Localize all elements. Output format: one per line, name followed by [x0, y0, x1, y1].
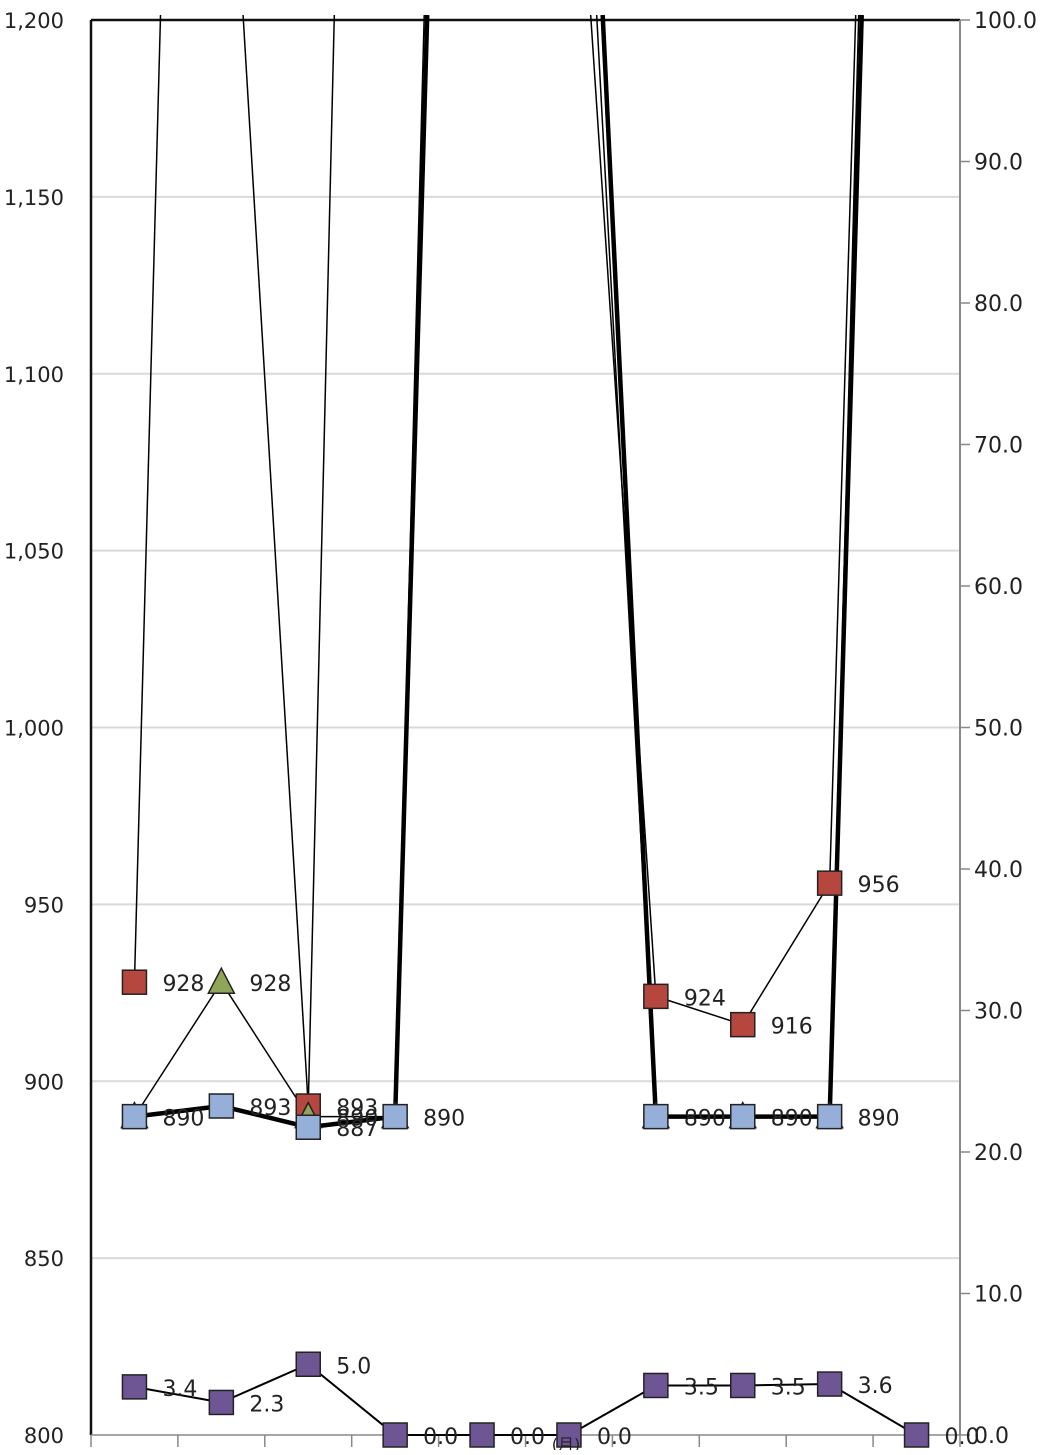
series-line-segment	[742, 882, 831, 1026]
left-tick-label: 1,050	[4, 540, 64, 564]
gridlines	[91, 19, 960, 1260]
data-label: 0.0	[945, 1425, 980, 1450]
series-line-segment	[220, 981, 309, 1118]
data-label: 924	[684, 986, 726, 1011]
data-label: 3.6	[858, 1374, 893, 1399]
data-label: 0.0	[423, 1425, 458, 1450]
series-line-segment	[741, 1383, 831, 1387]
data-label: 956	[858, 873, 900, 898]
data-label: 890	[162, 1107, 204, 1132]
series-line-segment	[307, 1363, 397, 1436]
series-offscale-line	[307, 14, 336, 1107]
series-offscale-line	[600, 14, 659, 1117]
data-point-square	[208, 1389, 235, 1416]
data-label: 928	[249, 972, 291, 997]
right-tick-label: 50.0	[974, 717, 1023, 742]
data-point-square	[295, 1114, 321, 1140]
right-tick-label: 80.0	[974, 292, 1023, 317]
data-label: 3.4	[162, 1377, 197, 1402]
left-tick-label: 800	[24, 1424, 64, 1448]
right-tick-label: 0.0	[974, 1424, 1009, 1449]
data-label: 893	[249, 1096, 291, 1121]
data-label: 890	[858, 1107, 900, 1132]
data-label: 890	[684, 1107, 726, 1132]
series-line-segment	[220, 1363, 310, 1404]
data-label: 887	[336, 1117, 378, 1142]
data-label: 3.5	[684, 1375, 719, 1400]
data-label: 890	[771, 1107, 813, 1132]
series-offscale-line	[133, 14, 162, 983]
data-point-square	[816, 870, 843, 896]
axes: 800 850 900 950 1,000 1,050 1,100 1,150 1,200 0.0…	[4, 9, 1037, 1449]
series-line-segment	[132, 1103, 224, 1119]
right-tick-label: 30.0	[974, 1000, 1023, 1025]
data-point-square	[730, 1372, 756, 1399]
data-point-triangle	[207, 966, 236, 994]
data-point-square	[816, 1103, 843, 1130]
data-label: 0.0	[597, 1425, 632, 1450]
series-line-segment	[133, 981, 223, 1118]
right-tick-label: 100.0	[974, 9, 1037, 34]
left-tick-label: 950	[24, 893, 64, 917]
data-label: 5.0	[336, 1354, 371, 1379]
data-point-square	[469, 1422, 495, 1448]
data-point-square	[643, 1103, 669, 1130]
right-tick-label: 90.0	[974, 151, 1023, 176]
data-point-square	[382, 1103, 408, 1130]
left-tick-label: 1,150	[4, 186, 64, 210]
data-point-square	[643, 1372, 669, 1399]
data-label: 2.3	[249, 1392, 284, 1417]
data-point-square	[730, 1103, 756, 1130]
series-offscale-line	[242, 14, 309, 1107]
right-tick-label: 10.0	[974, 1283, 1023, 1308]
data-label: 890	[423, 1107, 465, 1132]
data-point-square	[121, 1374, 148, 1400]
right-tick-label: 60.0	[974, 575, 1023, 600]
series-offscale-line	[827, 14, 864, 1117]
right-tick-label: 40.0	[974, 858, 1023, 883]
series-offscale-line	[392, 14, 430, 1117]
data-point-square	[121, 969, 148, 995]
series-line-segment	[828, 1383, 918, 1436]
data-label: 916	[771, 1015, 813, 1040]
data-label: 893	[336, 1096, 378, 1121]
data-point-square	[816, 1371, 843, 1397]
data-label: 3.5	[771, 1375, 806, 1400]
x-axis-label: (月)	[552, 1435, 581, 1450]
left-tick-label: 1,000	[4, 717, 64, 741]
data-point-square	[730, 1011, 756, 1038]
left-tick-label: 850	[24, 1247, 64, 1271]
data-label: 890	[336, 1107, 378, 1132]
series-markers	[120, 870, 930, 1448]
right-tick-label: 70.0	[974, 434, 1023, 459]
series-line-segment	[219, 1103, 311, 1130]
data-point-square	[121, 1103, 148, 1130]
right-tick-label: 20.0	[974, 1141, 1023, 1166]
data-point-square	[208, 1093, 235, 1119]
data-point-square	[556, 1422, 582, 1448]
left-tick-label: 1,100	[4, 363, 64, 387]
data-point-square	[295, 1351, 321, 1377]
series-lines	[132, 14, 918, 1436]
data-point-square	[643, 983, 669, 1010]
series-line-segment	[133, 1385, 223, 1404]
data-label: 928	[162, 972, 204, 997]
left-tick-label: 1,200	[4, 9, 64, 33]
left-tick-label: 900	[24, 1070, 64, 1094]
data-point-square	[382, 1422, 408, 1448]
data-point-square	[903, 1422, 930, 1448]
data-label: 0.0	[510, 1425, 545, 1450]
series-line-segment	[567, 1384, 657, 1436]
series-line-segment	[655, 995, 744, 1026]
series-line-segment	[306, 1114, 398, 1130]
series-offscale-line	[828, 14, 857, 884]
